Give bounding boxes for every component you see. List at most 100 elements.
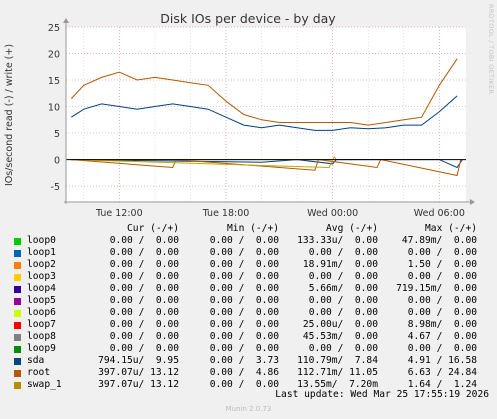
legend-value-max: 8.98m/ 0.00 — [407, 319, 477, 330]
legend-value-avg: 0.00 / 0.00 — [308, 247, 378, 258]
legend-value-avg: 0.00 / 0.00 — [308, 271, 378, 282]
legend-value-cur: 0.00 / 0.00 — [109, 331, 179, 342]
legend-value-max: 4.67 / 0.00 — [407, 331, 477, 342]
legend-swatch — [14, 334, 21, 341]
legend-value-avg: 45.53m/ 0.00 — [302, 331, 378, 342]
x-tick-label: Tue 12:00 — [95, 208, 143, 219]
legend-row-loop0: loop0 0.00 / 0.00 0.00 / 0.00 133.33u/ 0.00… — [14, 235, 494, 247]
legend-row-root: root 397.07u/ 13.12 0.00 / 4.86 112.71m/ 11… — [14, 367, 494, 379]
legend-value-avg: 112.71m/ 11.05 — [297, 367, 378, 378]
legend-row-loop1: loop1 0.00 / 0.00 0.00 / 0.00 0.00 / 0.00 0.… — [14, 247, 494, 259]
legend-value-avg: 133.33u/ 0.00 — [297, 235, 378, 246]
legend-value-max: 0.00 / 0.00 — [407, 307, 477, 318]
axes: 25 20 15 10 5 0 -5 Tue 12:00 Tue 18:00 Wed 00:00 W… — [48, 18, 475, 219]
legend-value-avg: 18.91m/ 0.00 — [302, 259, 378, 270]
legend-value-cur: 794.15u/ 9.95 — [98, 355, 179, 366]
legend-value-cur: 0.00 / 0.00 — [109, 271, 179, 282]
legend-value-min: 0.00 / 0.00 — [209, 271, 279, 282]
legend-header-min: Min (-/+) — [227, 223, 279, 234]
legend-swatch — [14, 322, 21, 329]
legend-swatch — [14, 358, 21, 365]
x-axis-arrow — [470, 199, 475, 205]
legend-value-min: 0.00 / 0.00 — [209, 283, 279, 294]
legend-value-cur: 0.00 / 0.00 — [109, 295, 179, 306]
legend-value-max: 719.15m/ 0.00 — [396, 283, 477, 294]
legend-value-min: 0.00 / 0.00 — [209, 319, 279, 330]
legend-swatch — [14, 262, 21, 269]
legend-value-max: 47.89m/ 0.00 — [401, 235, 477, 246]
legend-value-max: 4.91 / 16.58 — [407, 355, 477, 366]
legend-swatch — [14, 346, 21, 353]
legend-value-cur: 0.00 / 0.00 — [109, 247, 179, 258]
munin-version: Munin 2.0.73 — [225, 405, 272, 413]
legend-value-cur: 0.00 / 0.00 — [109, 319, 179, 330]
legend-value-min: 0.00 / 0.00 — [209, 259, 279, 270]
x-tick-label: Wed 00:00 — [307, 208, 358, 219]
legend-row-loop9: loop9 0.00 / 0.00 0.00 / 0.00 0.00 / 0.00 0.… — [14, 343, 494, 355]
legend-row-swap_1: swap_1 397.07u/ 13.12 0.00 / 0.00 13.55m/ 7… — [14, 379, 494, 391]
y-tick-label: 15 — [48, 76, 60, 87]
x-tick-label: Tue 18:00 — [202, 208, 250, 219]
y-tick-label: 10 — [48, 103, 60, 114]
legend-header: Cur (-/+) Min (-/+) Avg (-/+) Max (-/+) — [14, 223, 494, 235]
series-sda-write — [71, 95, 458, 131]
legend-series-name: loop8 — [27, 331, 56, 342]
chart-title: Disk IOs per device - by day — [160, 11, 336, 26]
legend-value-cur: 0.00 / 0.00 — [109, 343, 179, 354]
legend-row-loop6: loop6 0.00 / 0.00 0.00 / 0.00 0.00 / 0.00 0.… — [14, 307, 494, 319]
legend-value-avg: 110.79m/ 7.84 — [297, 355, 378, 366]
y-tick-label: 5 — [54, 129, 60, 140]
legend-swatch — [14, 382, 21, 389]
legend-swatch — [14, 250, 21, 257]
legend-swatch — [14, 370, 21, 377]
legend-swatch — [14, 238, 21, 245]
legend-value-min: 0.00 / 0.00 — [209, 343, 279, 354]
rrdtool-watermark: RRDTOOL / TOBI OETIKER — [487, 4, 495, 95]
legend-value-min: 0.00 / 0.00 — [209, 331, 279, 342]
y-axis-arrow — [63, 18, 69, 23]
legend-row-loop2: loop2 0.00 / 0.00 0.00 / 0.00 18.91m/ 0.00 1… — [14, 259, 494, 271]
legend-value-min: 0.00 / 3.73 — [209, 355, 279, 366]
x-tick-label: Wed 06:00 — [414, 208, 465, 219]
legend-swatch — [14, 310, 21, 317]
legend-value-cur: 0.00 / 0.00 — [109, 259, 179, 270]
legend-value-avg: 0.00 / 0.00 — [308, 295, 378, 306]
legend-value-cur: 0.00 / 0.00 — [109, 283, 179, 294]
legend-value-min: 0.00 / 4.86 — [209, 367, 279, 378]
legend-row-loop7: loop7 0.00 / 0.00 0.00 / 0.00 25.00u/ 0.00 8… — [14, 319, 494, 331]
legend-value-avg: 25.00u/ 0.00 — [302, 319, 378, 330]
legend-series-name: root — [27, 367, 51, 378]
legend-value-min: 0.00 / 0.00 — [209, 307, 279, 318]
legend-value-avg: 13.55m/ 7.20m — [297, 379, 378, 390]
legend-row-loop5: loop5 0.00 / 0.00 0.00 / 0.00 0.00 / 0.00 0.… — [14, 295, 494, 307]
legend-value-avg: 5.66m/ 0.00 — [308, 283, 378, 294]
legend-swatch — [14, 274, 21, 281]
legend-value-max: 1.50 / 0.00 — [407, 259, 477, 270]
series-swap-1-read — [71, 159, 334, 169]
legend-series-name: loop1 — [27, 247, 56, 258]
legend-header-max: Max (-/+) — [425, 223, 477, 234]
legend-value-max: 0.00 / 0.00 — [407, 295, 477, 306]
legend-series-name: loop4 — [27, 283, 56, 294]
legend-value-max: 6.63 / 24.84 — [407, 367, 477, 378]
legend-series-name: loop6 — [27, 307, 56, 318]
y-tick-label: 25 — [48, 23, 60, 34]
legend-series-name: loop9 — [27, 343, 56, 354]
legend-series-name: sda — [27, 355, 45, 366]
legend-value-min: 0.00 / 0.00 — [209, 379, 279, 390]
legend-header-cur: Cur (-/+) — [127, 223, 179, 234]
y-tick-label: 0 — [54, 156, 60, 167]
plot-area — [66, 27, 466, 202]
legend-swatch — [14, 298, 21, 305]
legend-value-min: 0.00 / 0.00 — [209, 295, 279, 306]
legend-row-loop3: loop3 0.00 / 0.00 0.00 / 0.00 0.00 / 0.00 0.… — [14, 271, 494, 283]
legend-series-name: loop7 — [27, 319, 56, 330]
legend-value-min: 0.00 / 0.00 — [209, 235, 279, 246]
legend-value-cur: 0.00 / 0.00 — [109, 235, 179, 246]
series-root-write — [70, 58, 458, 126]
legend-value-cur: 0.00 / 0.00 — [109, 307, 179, 318]
legend-value-max: 0.00 / 0.00 — [407, 271, 477, 282]
y-tick-label: 20 — [48, 50, 60, 61]
y-axis-label: IOs/second read (-) / write (+) — [4, 44, 15, 186]
